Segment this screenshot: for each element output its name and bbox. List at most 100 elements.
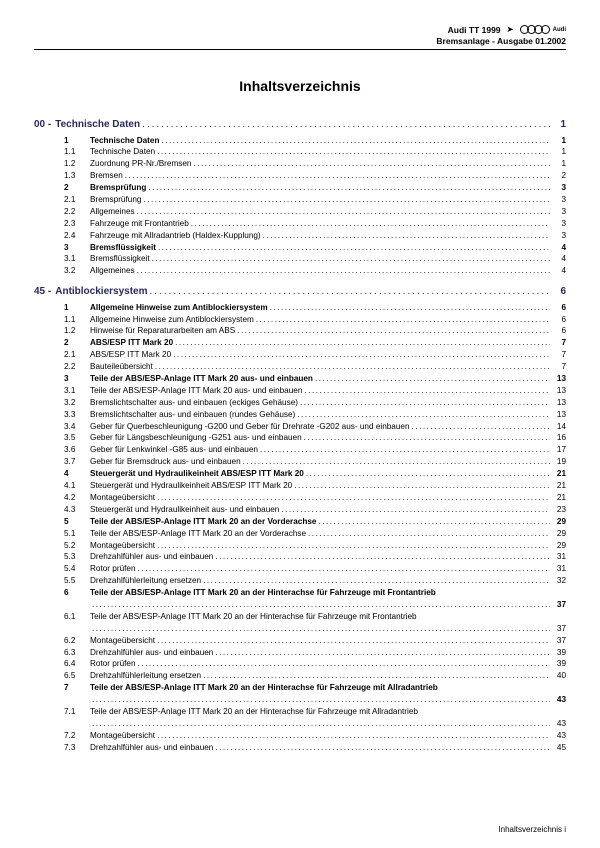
toc-entry: 1Allgemeine Hinweise zum Antiblockiersys… <box>64 302 566 314</box>
toc-entry: 2ABS/ESP ITT Mark 207 <box>64 337 566 349</box>
entry-label: Allgemeines <box>90 206 135 218</box>
leader-dots <box>304 432 550 444</box>
entry-page: 45 <box>552 742 566 754</box>
entry-page: 39 <box>552 647 566 659</box>
entry-number: 1 <box>64 302 90 314</box>
entry-page: 39 <box>552 658 566 670</box>
entry-label: Teile der ABS/ESP-Anlage ITT Mark 20 an … <box>90 516 316 528</box>
leader-dots <box>300 397 550 409</box>
entry-number: 6.1 <box>64 611 90 623</box>
entry-page: 1 <box>552 146 566 158</box>
toc-entry: 2.1ABS/ESP ITT Mark 207 <box>64 349 566 361</box>
toc-entry: 3.2Allgemeines4 <box>64 265 566 277</box>
entry-number: 6.3 <box>64 647 90 659</box>
entry-page: 43 <box>552 694 566 706</box>
entry-page: 29 <box>552 528 566 540</box>
section-number: 45 - <box>34 285 51 300</box>
toc-entry: 5Teile der ABS/ESP-Anlage ITT Mark 20 an… <box>64 516 566 528</box>
entry-label: Geber für Bremsdruck aus- und einbauen <box>90 456 241 468</box>
entry-label: Zuordnung PR-Nr./Bremsen <box>90 158 191 170</box>
toc-entry: 6.5Drehzahlfühlerleitung ersetzen40 <box>64 670 566 682</box>
entry-number: 1.1 <box>64 314 90 326</box>
entry-label: Montageübersicht <box>90 635 155 647</box>
leader-dots <box>203 670 550 682</box>
entry-number: 6 <box>64 587 90 599</box>
entry-page: 31 <box>552 551 566 563</box>
toc-entry: 4.3Steuergerät und Hydraulikeinheit aus-… <box>64 504 566 516</box>
toc-entry: 5.1Teile der ABS/ESP-Anlage ITT Mark 20 … <box>64 528 566 540</box>
leader-dots <box>260 444 550 456</box>
arrow-icon: ➤ <box>507 24 514 35</box>
entry-label: Bremsflüssigkeit <box>90 253 150 265</box>
entry-label: Technische Daten <box>90 146 155 158</box>
entry-number: 3.6 <box>64 444 90 456</box>
toc-entry-continuation: 43 <box>90 694 566 706</box>
toc-entry: 5.5Drehzahlfühlerleitung ersetzen32 <box>64 575 566 587</box>
entry-number: 2.1 <box>64 349 90 361</box>
leader-dots <box>306 468 550 480</box>
entry-page: 21 <box>552 492 566 504</box>
leader-dots <box>155 361 550 373</box>
entry-number: 6.5 <box>64 670 90 682</box>
entry-number: 5.2 <box>64 540 90 552</box>
entry-number: 3.7 <box>64 456 90 468</box>
entry-label: Bremsprüfung <box>90 194 141 206</box>
leader-dots <box>175 337 550 349</box>
toc-entry: 3.6Geber für Lenkwinkel -G85 aus- und ei… <box>64 444 566 456</box>
entry-page: 43 <box>552 718 566 730</box>
toc-entry: 1Technische Daten1 <box>64 135 566 147</box>
entry-label: Geber für Lenkwinkel -G85 aus- und einba… <box>90 444 258 456</box>
entry-number: 3 <box>64 242 90 254</box>
entry-page: 2 <box>552 170 566 182</box>
entry-label: Fahrzeuge mit Frontantrieb <box>90 218 189 230</box>
leader-dots <box>412 421 550 433</box>
entry-label: Teile der ABS/ESP-Anlage ITT Mark 20 aus… <box>90 385 302 397</box>
entry-number: 4.2 <box>64 492 90 504</box>
entry-page: 1 <box>552 158 566 170</box>
leader-dots <box>161 135 550 147</box>
entry-page: 14 <box>552 421 566 433</box>
toc-entry: 2.2Bauteileübersicht7 <box>64 361 566 373</box>
entry-number: 2 <box>64 337 90 349</box>
entry-number: 2.2 <box>64 361 90 373</box>
toc-entry: 3Teile der ABS/ESP-Anlage ITT Mark 20 au… <box>64 373 566 385</box>
leader-dots <box>143 194 550 206</box>
entry-number: 3.1 <box>64 253 90 265</box>
entry-page: 17 <box>552 444 566 456</box>
toc-entry: 7.2Montageübersicht43 <box>64 730 566 742</box>
entry-label: Allgemeines <box>90 265 135 277</box>
document-header: Audi TT 1999 ➤ Audi Bremsanlage - Ausgab… <box>34 24 566 50</box>
entry-page: 7 <box>552 349 566 361</box>
entry-number: 1.1 <box>64 146 90 158</box>
table-of-contents: 00 -Technische Daten11Technische Daten11… <box>34 118 566 754</box>
toc-entry: 3.1Teile der ABS/ESP-Anlage ITT Mark 20 … <box>64 385 566 397</box>
entry-label: Bremsprüfung <box>90 182 146 194</box>
entry-label: Montageübersicht <box>90 730 155 742</box>
entry-page: 3 <box>552 218 566 230</box>
entry-page: 6 <box>552 302 566 314</box>
entry-number: 1.2 <box>64 158 90 170</box>
leader-dots <box>256 314 550 326</box>
leader-dots <box>215 551 550 563</box>
toc-entry: 3.7Geber für Bremsdruck aus- und einbaue… <box>64 456 566 468</box>
entry-number: 1 <box>64 135 90 147</box>
toc-entry: 1.3Bremsen2 <box>64 170 566 182</box>
entry-label: Fahrzeuge mit Allradantrieb (Haldex-Kupp… <box>90 230 261 242</box>
leader-dots <box>142 118 550 133</box>
entry-label: Hinweise für Reparaturarbeiten am ABS <box>90 325 235 337</box>
entry-label: Drehzahlfühler aus- und einbauen <box>90 647 213 659</box>
entry-label: Bremslichtschalter aus- und einbauen (ru… <box>90 409 295 421</box>
entry-page: 21 <box>552 468 566 480</box>
entry-number: 6.2 <box>64 635 90 647</box>
entry-number: 2 <box>64 182 90 194</box>
entry-page: 7 <box>552 361 566 373</box>
entry-number: 1.2 <box>64 325 90 337</box>
toc-entry: 6.4Rotor prüfen39 <box>64 658 566 670</box>
leader-dots <box>191 218 550 230</box>
entry-label: Drehzahlfühler aus- und einbauen <box>90 742 213 754</box>
entry-page: 13 <box>552 373 566 385</box>
entry-label: Montageübersicht <box>90 540 155 552</box>
entry-page: 31 <box>552 563 566 575</box>
toc-entry: 7.1Teile der ABS/ESP-Anlage ITT Mark 20 … <box>64 706 566 718</box>
page-title: Inhaltsverzeichnis <box>34 78 566 94</box>
